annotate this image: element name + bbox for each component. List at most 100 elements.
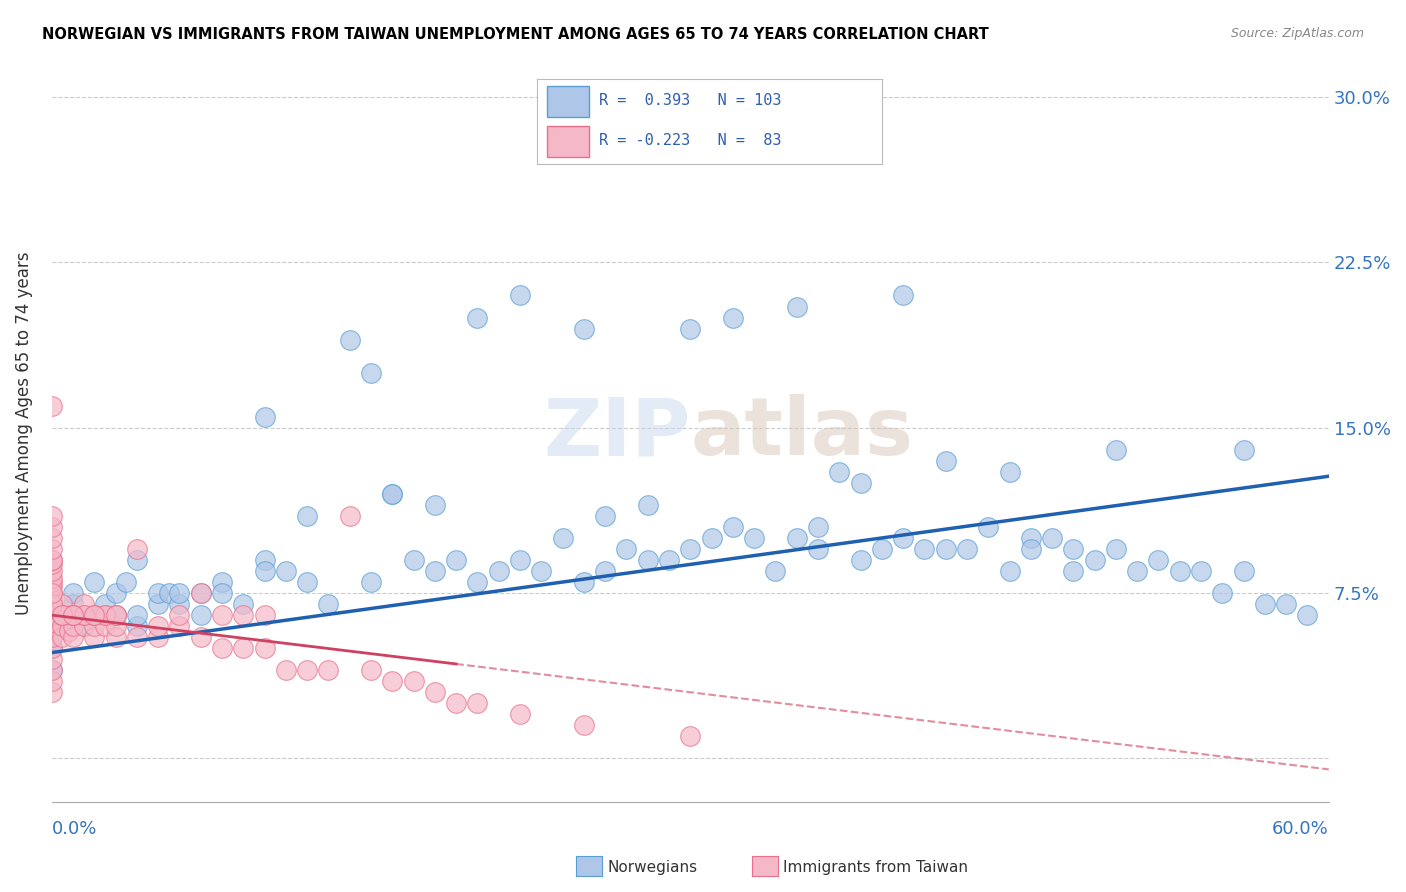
Text: 0.0%: 0.0% — [52, 820, 97, 838]
Point — [295, 663, 318, 677]
Point — [83, 608, 105, 623]
Point — [786, 300, 808, 314]
Point — [1254, 597, 1277, 611]
Point — [62, 619, 84, 633]
Point — [211, 575, 233, 590]
Point — [1211, 586, 1233, 600]
Point — [530, 564, 553, 578]
Point — [1147, 553, 1170, 567]
Point — [125, 630, 148, 644]
Point — [41, 399, 63, 413]
Point — [402, 553, 425, 567]
Point — [679, 321, 702, 335]
Point — [956, 541, 979, 556]
Point — [295, 508, 318, 523]
Point — [616, 541, 638, 556]
Point — [41, 564, 63, 578]
Point — [41, 579, 63, 593]
Point — [41, 608, 63, 623]
Point — [253, 553, 276, 567]
Point — [94, 608, 117, 623]
Point — [891, 288, 914, 302]
Point — [572, 718, 595, 732]
Point — [41, 575, 63, 590]
Point — [51, 608, 73, 623]
Point — [211, 608, 233, 623]
Point — [83, 575, 105, 590]
Point — [83, 608, 105, 623]
Point — [1062, 541, 1084, 556]
Point — [41, 601, 63, 615]
Point — [721, 520, 744, 534]
Point — [51, 619, 73, 633]
Point — [146, 619, 169, 633]
Point — [190, 586, 212, 600]
Point — [763, 564, 786, 578]
Text: Immigrants from Taiwan: Immigrants from Taiwan — [783, 860, 969, 874]
Point — [157, 586, 180, 600]
Point — [41, 608, 63, 623]
Point — [572, 321, 595, 335]
Point — [41, 553, 63, 567]
Point — [104, 608, 127, 623]
Point — [509, 553, 531, 567]
Point — [41, 597, 63, 611]
Point — [679, 541, 702, 556]
Point — [41, 663, 63, 677]
Point — [104, 630, 127, 644]
Point — [41, 630, 63, 644]
Point — [146, 597, 169, 611]
Point — [467, 575, 489, 590]
Point — [41, 619, 63, 633]
Point — [742, 531, 765, 545]
Point — [423, 498, 446, 512]
Point — [211, 586, 233, 600]
Point — [593, 508, 616, 523]
Point — [125, 608, 148, 623]
Point — [73, 608, 96, 623]
Point — [360, 575, 382, 590]
Point — [51, 608, 73, 623]
Point — [169, 586, 191, 600]
Point — [104, 586, 127, 600]
Point — [62, 586, 84, 600]
Point — [58, 608, 80, 623]
Point — [83, 619, 105, 633]
Point — [41, 615, 63, 629]
Point — [998, 564, 1021, 578]
Point — [62, 597, 84, 611]
Point — [41, 663, 63, 677]
Point — [551, 531, 574, 545]
Point — [190, 608, 212, 623]
Point — [593, 564, 616, 578]
Point — [870, 541, 893, 556]
Point — [891, 531, 914, 545]
Text: 60.0%: 60.0% — [1272, 820, 1329, 838]
Point — [41, 541, 63, 556]
Point — [115, 575, 138, 590]
Point — [83, 608, 105, 623]
Point — [51, 608, 73, 623]
Point — [211, 641, 233, 656]
Point — [935, 454, 957, 468]
Point — [998, 465, 1021, 479]
Point — [509, 288, 531, 302]
Y-axis label: Unemployment Among Ages 65 to 74 years: Unemployment Among Ages 65 to 74 years — [15, 252, 32, 615]
Point — [339, 508, 361, 523]
Point — [41, 586, 63, 600]
Point — [253, 564, 276, 578]
Point — [423, 685, 446, 699]
Point — [51, 619, 73, 633]
Point — [232, 608, 254, 623]
Point — [41, 674, 63, 689]
Point — [51, 630, 73, 644]
Point — [253, 608, 276, 623]
Point — [381, 487, 404, 501]
Point — [62, 608, 84, 623]
Point — [94, 608, 117, 623]
Text: Norwegians: Norwegians — [607, 860, 697, 874]
Point — [62, 608, 84, 623]
Point — [73, 597, 96, 611]
Point — [83, 630, 105, 644]
Point — [423, 564, 446, 578]
